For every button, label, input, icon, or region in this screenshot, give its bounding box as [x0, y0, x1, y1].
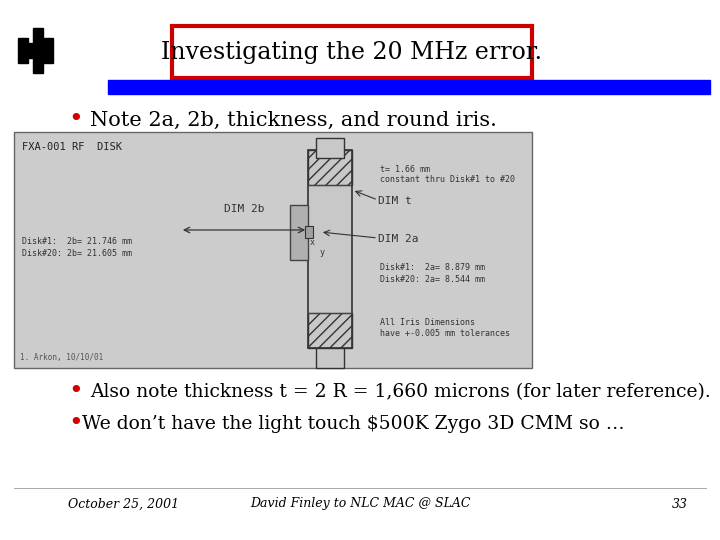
Bar: [48, 37, 53, 43]
Bar: [290, 205, 308, 260]
Bar: [37, 28, 42, 32]
Bar: [48, 52, 53, 57]
Text: 33: 33: [672, 497, 688, 510]
Text: We don’t have the light touch $500K Zygo 3D CMM so …: We don’t have the light touch $500K Zygo…: [82, 415, 624, 433]
Bar: [22, 48, 27, 52]
Bar: [22, 43, 27, 48]
Bar: [37, 52, 42, 57]
Text: constant thru Disk#1 to #20: constant thru Disk#1 to #20: [380, 175, 515, 184]
Text: DIM 2a: DIM 2a: [378, 234, 418, 244]
Bar: [22, 37, 27, 43]
Bar: [308, 150, 352, 185]
Bar: [32, 32, 37, 37]
Text: Disk#20: 2b= 21.605 mm: Disk#20: 2b= 21.605 mm: [22, 249, 132, 258]
Bar: [316, 138, 344, 158]
Bar: [17, 43, 22, 48]
Bar: [22, 52, 27, 57]
Text: y: y: [320, 248, 325, 257]
Bar: [37, 48, 42, 52]
Bar: [37, 57, 42, 63]
Bar: [32, 63, 37, 68]
Text: •: •: [68, 381, 83, 403]
Text: Investigating the 20 MHz error.: Investigating the 20 MHz error.: [161, 40, 543, 64]
Text: Note 2a, 2b, thickness, and round iris.: Note 2a, 2b, thickness, and round iris.: [90, 111, 497, 130]
Bar: [308, 313, 352, 348]
Bar: [172, 26, 532, 78]
Bar: [305, 226, 313, 238]
Text: Disk#1:  2b= 21.746 mm: Disk#1: 2b= 21.746 mm: [22, 237, 132, 246]
Bar: [37, 43, 42, 48]
Text: Disk#20: 2a= 8.544 mm: Disk#20: 2a= 8.544 mm: [380, 275, 485, 284]
Bar: [32, 28, 37, 32]
Bar: [42, 57, 48, 63]
Bar: [32, 52, 37, 57]
Bar: [37, 68, 42, 72]
Bar: [42, 48, 48, 52]
Bar: [27, 48, 32, 52]
Bar: [22, 57, 27, 63]
Text: 1. Arkon, 10/10/01: 1. Arkon, 10/10/01: [20, 353, 103, 362]
Bar: [308, 150, 352, 348]
Text: October 25, 2001: October 25, 2001: [68, 497, 179, 510]
Bar: [32, 57, 37, 63]
Bar: [37, 37, 42, 43]
Text: have +-0.005 mm tolerances: have +-0.005 mm tolerances: [380, 329, 510, 338]
Text: •: •: [68, 109, 83, 132]
Bar: [32, 37, 37, 43]
Text: DIM t: DIM t: [378, 196, 412, 206]
Bar: [17, 37, 22, 43]
Text: t= 1.66 mm: t= 1.66 mm: [380, 165, 430, 174]
Bar: [17, 57, 22, 63]
Bar: [32, 48, 37, 52]
Bar: [48, 57, 53, 63]
Bar: [108, 80, 710, 94]
Bar: [14, 132, 532, 368]
Bar: [42, 37, 48, 43]
Text: David Finley to NLC MAC @ SLAC: David Finley to NLC MAC @ SLAC: [250, 497, 470, 510]
Text: DIM 2b: DIM 2b: [224, 204, 264, 214]
Text: x: x: [310, 238, 315, 247]
Bar: [48, 48, 53, 52]
Bar: [27, 52, 32, 57]
Text: FXA-001 RF  DISK: FXA-001 RF DISK: [22, 142, 122, 152]
Text: •: •: [68, 413, 83, 435]
Bar: [17, 52, 22, 57]
Bar: [17, 48, 22, 52]
Bar: [32, 43, 37, 48]
Text: Disk#1:  2a= 8.879 mm: Disk#1: 2a= 8.879 mm: [380, 263, 485, 272]
Text: Also note thickness t = 2 R = 1,660 microns (for later reference).: Also note thickness t = 2 R = 1,660 micr…: [90, 383, 711, 401]
Bar: [32, 68, 37, 72]
Bar: [37, 32, 42, 37]
Text: All Iris Dimensions: All Iris Dimensions: [380, 318, 475, 327]
Bar: [27, 43, 32, 48]
Bar: [37, 63, 42, 68]
Bar: [42, 52, 48, 57]
Bar: [48, 43, 53, 48]
Bar: [42, 43, 48, 48]
Bar: [316, 348, 344, 368]
